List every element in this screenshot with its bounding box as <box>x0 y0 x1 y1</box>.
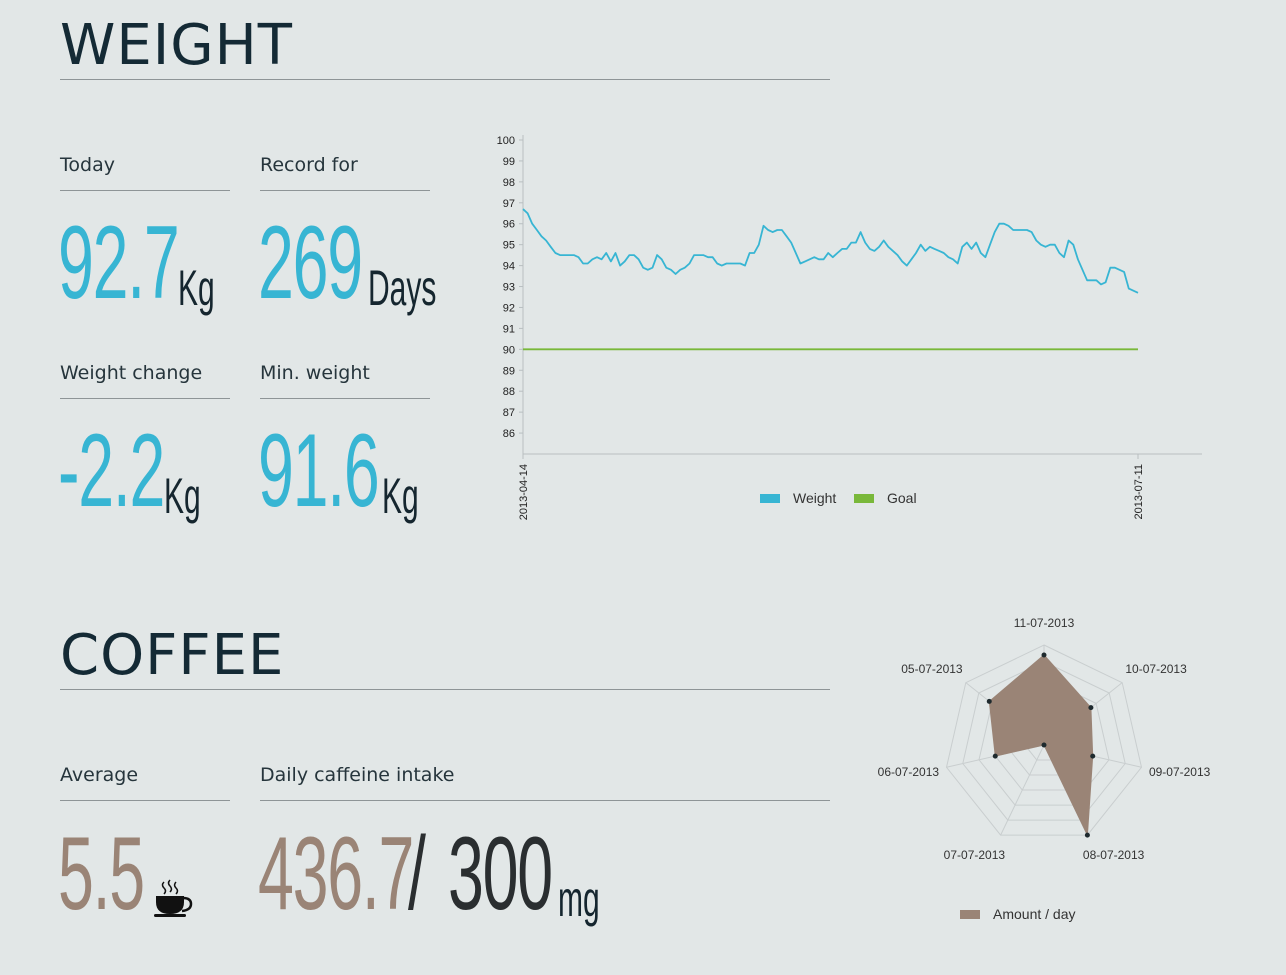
radar-point <box>1088 705 1094 711</box>
weight-section-title: WEIGHT <box>60 13 293 78</box>
radar-axis-label: 08-07-2013 <box>1083 848 1145 862</box>
weight-change-value: -2.2 <box>58 413 165 529</box>
legend-swatch-amount <box>960 910 980 919</box>
y-tick-label: 90 <box>503 344 515 356</box>
weight-change-stat: -2.2 Kg <box>58 419 229 523</box>
y-tick-label: 96 <box>503 219 515 231</box>
radar-point <box>1090 753 1096 759</box>
radar-point <box>992 753 998 759</box>
record-unit: Days <box>368 260 437 316</box>
radar-axis-label: 09-07-2013 <box>1149 765 1211 779</box>
radar-point <box>986 698 992 704</box>
y-tick-label: 97 <box>503 198 515 210</box>
average-value: 5.5 <box>58 816 145 932</box>
radar-point <box>1041 742 1047 748</box>
y-tick-label: 88 <box>503 386 515 398</box>
caffeine-limit-value: 300 <box>448 816 553 932</box>
y-tick-label: 100 <box>497 135 515 147</box>
min-weight-unit: Kg <box>382 468 419 524</box>
caffeine-separator: / <box>408 816 426 932</box>
radar-area <box>988 654 1094 838</box>
radar-axis-label: 07-07-2013 <box>944 848 1006 862</box>
today-stat: 92.7 Kg <box>58 211 252 315</box>
record-divider <box>260 190 430 191</box>
legend-label-goal: Goal <box>887 490 917 506</box>
radar-axis-label: 05-07-2013 <box>901 662 963 676</box>
min-weight-divider <box>260 398 430 399</box>
record-stat: 269 Days <box>258 205 436 321</box>
record-label: Record for <box>260 154 358 176</box>
y-tick-label: 95 <box>503 240 515 252</box>
coffee-title-divider <box>60 689 830 690</box>
y-tick-label: 94 <box>503 261 515 273</box>
today-value: 92.7 <box>58 205 180 321</box>
coffee-section-title: COFFEE <box>60 623 285 688</box>
caffeine-unit: mg <box>558 871 600 927</box>
radar-grid-ring <box>962 661 1126 821</box>
y-tick-label: 99 <box>503 156 515 168</box>
average-stat: 5.5 <box>58 822 197 926</box>
weight-change-unit: Kg <box>164 468 201 524</box>
radar-axis-label: 06-07-2013 <box>878 765 940 779</box>
min-weight-label: Min. weight <box>260 362 370 384</box>
min-weight-value: 91.6 <box>258 413 380 529</box>
weight-title-divider <box>60 79 830 80</box>
radar-point <box>1084 832 1090 838</box>
caffeine-intake-divider <box>260 800 830 801</box>
legend-label-weight: Weight <box>793 490 836 506</box>
y-tick-label: 91 <box>503 323 515 335</box>
x-tick-label: 2013-07-11 <box>1133 464 1145 519</box>
today-divider <box>60 190 230 191</box>
coffee-radar-chart: 11-07-2013 10-07-2013 09-07-2013 08-07-2013… <box>878 616 1211 922</box>
radar-spoke <box>1000 744 1045 836</box>
radar-grid-ring <box>978 677 1110 806</box>
y-tick-label: 87 <box>503 407 515 419</box>
y-tick-label: 98 <box>503 177 515 189</box>
legend-label-amount: Amount / day <box>993 906 1076 922</box>
today-unit: Kg <box>178 260 215 316</box>
radar-point <box>1041 652 1047 658</box>
average-label: Average <box>60 764 139 786</box>
legend-swatch-weight <box>760 494 780 503</box>
min-weight-stat: 91.6 Kg <box>258 419 452 523</box>
caffeine-intake-label: Daily caffeine intake <box>260 764 455 786</box>
radar-grid-ring <box>945 644 1143 836</box>
caffeine-intake-value: 436.7 <box>258 816 414 932</box>
y-tick-label: 89 <box>503 365 515 377</box>
x-tick-label: 2013-04-14 <box>518 464 530 520</box>
today-label: Today <box>60 154 115 176</box>
y-tick-label: 86 <box>503 428 515 440</box>
record-value: 269 <box>258 205 363 321</box>
y-tick-label: 93 <box>503 282 515 294</box>
caffeine-intake-stat: 436.7 / 300 mg <box>258 816 600 932</box>
radar-axis-label: 11-07-2013 <box>1014 616 1075 630</box>
y-tick-label: 92 <box>503 302 515 314</box>
weight-line-chart: 86 87 88 89 90 91 92 93 94 95 96 97 98 99 100 2013-04-1… <box>497 135 1202 520</box>
average-divider <box>60 800 230 801</box>
series-line-weight <box>522 208 1139 294</box>
coffee-cup-icon <box>154 879 193 917</box>
weight-change-label: Weight change <box>60 362 203 384</box>
legend-swatch-goal <box>854 494 874 503</box>
weight-change-divider <box>60 398 230 399</box>
radar-axis-label: 10-07-2013 <box>1125 662 1187 676</box>
